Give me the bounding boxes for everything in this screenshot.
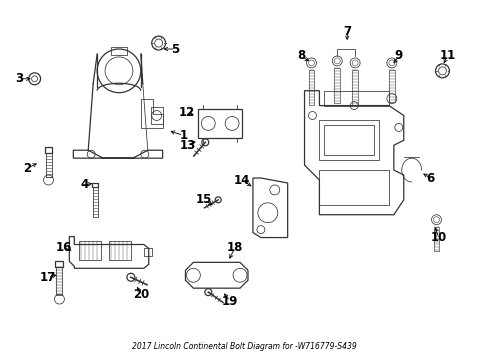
Bar	[351, 70, 357, 105]
Text: 3: 3	[15, 72, 23, 85]
Bar	[79, 240, 101, 260]
Text: 18: 18	[226, 241, 243, 254]
Bar	[93, 187, 98, 217]
Bar	[150, 107, 163, 125]
Bar	[55, 261, 63, 267]
Bar	[198, 109, 242, 138]
Bar	[324, 125, 373, 155]
Bar	[308, 70, 314, 105]
Bar	[319, 170, 388, 205]
Text: 2: 2	[23, 162, 32, 175]
Text: 4: 4	[80, 179, 88, 192]
Text: 16: 16	[55, 241, 71, 254]
Bar	[433, 227, 439, 251]
Text: 17: 17	[40, 271, 56, 284]
Text: 11: 11	[438, 49, 455, 63]
Text: 6: 6	[426, 171, 434, 185]
Text: 13: 13	[179, 139, 195, 152]
Bar	[44, 147, 52, 153]
Text: 9: 9	[394, 49, 402, 63]
Text: 10: 10	[429, 231, 446, 244]
Text: 14: 14	[233, 174, 250, 186]
Text: 12: 12	[178, 106, 194, 119]
Text: 15: 15	[196, 193, 212, 206]
Bar	[111, 47, 127, 55]
Bar	[45, 153, 51, 177]
Text: 2017 Lincoln Continental Bolt Diagram for -W716779-S439: 2017 Lincoln Continental Bolt Diagram fo…	[131, 342, 356, 351]
Bar	[319, 121, 378, 160]
Text: 5: 5	[171, 42, 179, 55]
Text: 8: 8	[297, 49, 305, 63]
Bar	[334, 68, 340, 103]
Bar	[56, 267, 62, 295]
Bar	[92, 183, 98, 187]
Text: 20: 20	[132, 288, 149, 301]
Bar	[388, 70, 394, 102]
Bar	[143, 248, 151, 256]
Bar	[324, 91, 388, 105]
Text: 7: 7	[343, 24, 350, 38]
Text: 1: 1	[179, 129, 187, 142]
Bar	[109, 240, 131, 260]
Text: 19: 19	[222, 294, 238, 307]
